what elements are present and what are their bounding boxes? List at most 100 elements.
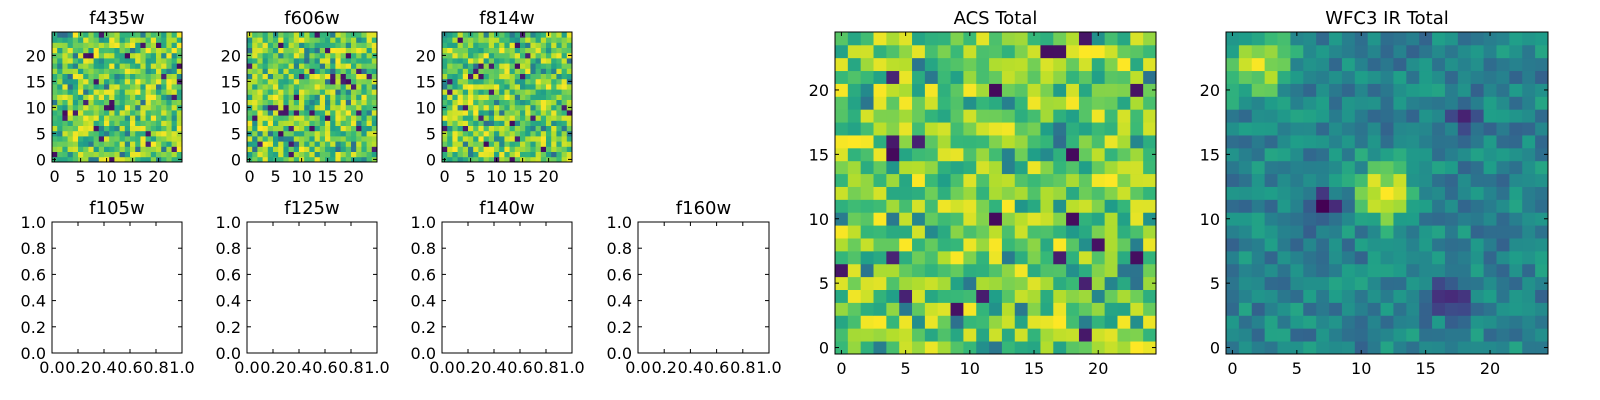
heatmap-cell	[273, 47, 279, 54]
heatmap-cell	[319, 84, 326, 90]
heatmap-cell	[976, 135, 990, 149]
heatmap-cell	[114, 125, 120, 132]
x-tick-label: 0.0	[234, 358, 259, 377]
heatmap-cell	[963, 186, 977, 200]
axes-frame-wfc3-ir-total	[1225, 31, 1549, 355]
heatmap-cell	[514, 151, 521, 158]
heatmap-cell	[340, 89, 347, 95]
heatmap-cell	[989, 173, 1003, 187]
heatmap-cell	[499, 52, 505, 59]
heatmap-cell	[345, 47, 352, 54]
heatmap-cell	[452, 115, 458, 121]
heatmap-cell	[457, 125, 464, 132]
heatmap-cell	[1303, 341, 1317, 355]
heatmap-cell	[847, 173, 862, 187]
heatmap-cell	[566, 73, 573, 80]
heatmap-cell	[509, 125, 516, 132]
heatmap-cell	[161, 110, 167, 116]
subplot-title-f606w: f606w	[284, 8, 339, 29]
heatmap-cell	[366, 32, 373, 38]
heatmap-cell	[525, 47, 531, 54]
heatmap-cell	[1277, 96, 1291, 110]
heatmap-cell	[1522, 173, 1536, 187]
heatmap-cell	[483, 37, 490, 43]
heatmap-cell	[912, 341, 926, 355]
heatmap-cell	[478, 78, 484, 85]
heatmap-cell	[886, 122, 900, 136]
heatmap-cell	[1277, 160, 1291, 175]
heatmap-cell	[447, 84, 453, 90]
heatmap-cell	[1444, 212, 1459, 226]
heatmap-cell	[1277, 328, 1291, 342]
heatmap-cell	[1091, 83, 1106, 97]
heatmap-cell	[473, 47, 479, 54]
heatmap-cell	[371, 89, 378, 95]
heatmap-cell	[873, 32, 887, 46]
heatmap-cell	[304, 146, 310, 152]
heatmap-cell	[546, 110, 552, 116]
heatmap-cell	[873, 135, 887, 149]
heatmap-cell	[1329, 199, 1343, 213]
heatmap-cell	[551, 52, 557, 59]
heatmap-cell	[283, 125, 289, 132]
heatmap-cell	[1226, 83, 1240, 97]
heatmap-cell	[361, 141, 367, 147]
heatmap-cell	[468, 63, 474, 69]
heatmap-cell	[924, 173, 939, 187]
heatmap-cell	[1238, 83, 1253, 97]
heatmap-cell	[267, 68, 274, 74]
heatmap-cell	[499, 78, 505, 85]
heatmap-cell	[1078, 238, 1093, 252]
heatmap-cell	[566, 115, 573, 121]
heatmap-cell	[314, 104, 321, 111]
heatmap-cell	[1226, 160, 1240, 175]
heatmap-cell	[963, 250, 977, 265]
heatmap-cell	[356, 99, 362, 106]
heatmap-cell	[520, 110, 526, 116]
heatmap-cell	[304, 141, 310, 147]
heatmap-cell	[62, 47, 68, 54]
heatmap-cell	[135, 58, 141, 64]
heatmap-cell	[130, 37, 136, 43]
heatmap-cell	[1483, 341, 1497, 355]
heatmap-cell	[1341, 57, 1356, 72]
heatmap-cell	[1419, 276, 1433, 290]
heatmap-cell	[57, 63, 63, 69]
heatmap-cell	[1444, 32, 1459, 46]
heatmap-cell	[912, 250, 926, 265]
heatmap-cell	[257, 94, 263, 100]
heatmap-cell	[351, 104, 357, 111]
heatmap-cell	[166, 73, 172, 80]
heatmap-cell	[293, 42, 300, 48]
heatmap-cell	[1380, 263, 1394, 278]
heatmap-cell	[442, 136, 448, 142]
heatmap-cell	[873, 44, 887, 59]
heatmap-cell	[847, 96, 862, 110]
heatmap-cell	[873, 341, 887, 355]
heatmap-cell	[257, 68, 263, 74]
heatmap-cell	[124, 52, 131, 59]
heatmap-cell	[468, 42, 474, 48]
heatmap-cell	[176, 94, 183, 100]
heatmap-cell	[1130, 315, 1144, 329]
heatmap-cell	[1354, 199, 1369, 213]
heatmap-cell	[345, 32, 352, 38]
heatmap-cell	[1027, 32, 1041, 46]
heatmap-cell	[83, 141, 89, 147]
y-tick-label: 15	[1200, 145, 1220, 164]
heatmap-cell	[1226, 341, 1240, 355]
heatmap-cell	[886, 250, 900, 265]
heatmap-cell	[119, 84, 126, 90]
heatmap-cell	[1316, 186, 1330, 200]
heatmap-cell	[1367, 83, 1381, 97]
heatmap-cell	[52, 84, 58, 90]
heatmap-cell	[140, 136, 146, 142]
x-tick-label: 0.2	[455, 358, 480, 377]
heatmap-cell	[351, 52, 357, 59]
heatmap-cell	[52, 99, 58, 106]
heatmap-cell	[283, 68, 289, 74]
heatmap-cell	[551, 115, 557, 121]
heatmap-cell	[1329, 315, 1343, 329]
heatmap-cell	[1238, 135, 1253, 149]
heatmap-cell	[283, 89, 289, 95]
